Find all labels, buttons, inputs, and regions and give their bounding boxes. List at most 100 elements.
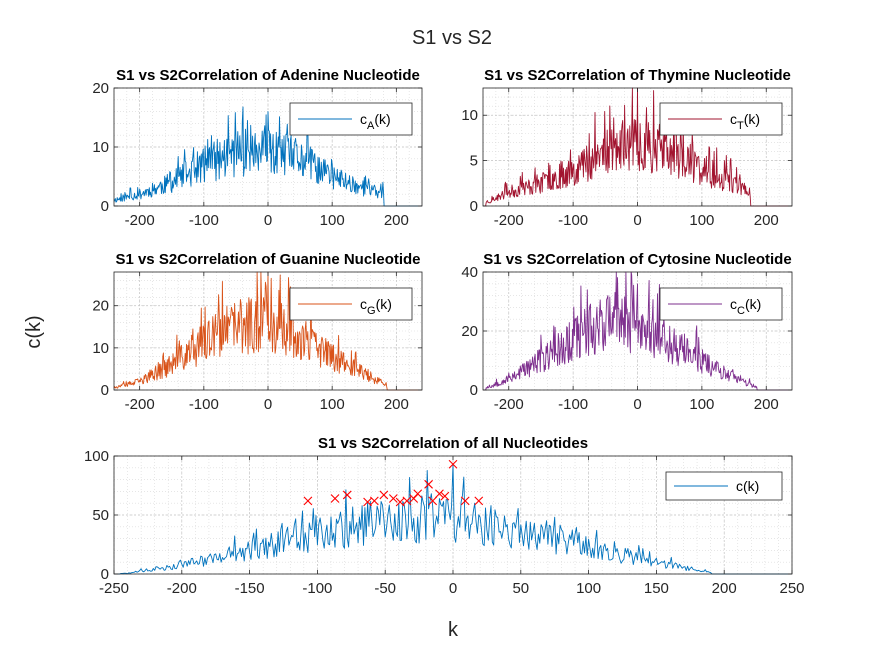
y-tick-label: 10 — [92, 139, 109, 156]
subplot-1: -200 -100 0 100 200 0 10 20 S1 vs S2Correlation … — [92, 67, 423, 229]
legend: cT(k) — [659, 102, 783, 136]
peak-marker — [369, 496, 379, 506]
legend-label: cG(k) — [360, 296, 392, 317]
x-tick-label: -150 — [235, 580, 265, 597]
legend: cA(k) — [289, 102, 413, 136]
subplot-2: -200 -100 0 100 200 0 5 10 S1 vs S2Correlation o… — [461, 67, 793, 229]
x-tick-label: -200 — [125, 396, 155, 413]
legend-label-sub: A — [367, 120, 375, 132]
legend-label-main: c — [360, 111, 367, 127]
figure-xlabel: k — [448, 619, 459, 641]
peak-marker — [379, 490, 389, 500]
y-tick-label: 20 — [92, 298, 109, 315]
legend-label-main: c — [360, 296, 367, 312]
subplot-title: S1 vs S2Correlation of Cytosine Nucleoti… — [483, 251, 791, 268]
legend-label-sub: T — [737, 120, 744, 132]
subplot-title: S1 vs S2Correlation of Guanine Nucleotid… — [115, 251, 420, 268]
x-tick-label: 0 — [449, 580, 457, 597]
y-tick-label: 100 — [84, 448, 109, 465]
x-tick-label: -100 — [189, 212, 219, 229]
x-tick-label: 50 — [512, 580, 529, 597]
subplot-3: -200 -100 0 100 200 0 10 20 S1 vs S2Correlation … — [92, 251, 423, 413]
peak-marker — [388, 494, 398, 503]
figure-title: S1 vs S2 — [412, 27, 492, 49]
legend-label: cT(k) — [730, 111, 760, 132]
legend: cG(k) — [289, 287, 413, 321]
x-tick-label: 100 — [689, 212, 714, 229]
x-tick-label: -200 — [494, 212, 524, 229]
x-tick-label: -100 — [558, 212, 588, 229]
subplot-title: S1 vs S2Correlation of Thymine Nucleotid… — [484, 67, 791, 84]
x-tick-label: 200 — [384, 212, 409, 229]
x-tick-label: 150 — [644, 580, 669, 597]
legend-label-tail: (k) — [744, 111, 760, 127]
x-tick-label: -250 — [99, 580, 129, 597]
y-tick-label: 0 — [101, 566, 109, 583]
peak-marker — [428, 496, 438, 506]
subplot-title: S1 vs S2Correlation of all Nucleotides — [318, 435, 588, 452]
legend-label-tail: (k) — [374, 111, 390, 127]
legend-label: c(k) — [736, 478, 759, 494]
subplot-5: -250 -200 -150 -100 -50 0 50 100 150 200 250 0 50 100… — [84, 435, 805, 597]
legend-label-main: c — [730, 296, 737, 312]
figure-ylabel: c(k) — [23, 315, 45, 348]
y-tick-label: 40 — [461, 264, 478, 281]
peak-marker — [435, 489, 444, 499]
y-tick-label: 50 — [92, 507, 109, 524]
x-tick-label: -200 — [494, 396, 524, 413]
peak-marker — [413, 489, 423, 499]
peak-marker — [342, 490, 352, 500]
y-tick-label: 10 — [461, 107, 478, 124]
y-tick-label: 0 — [101, 382, 109, 399]
peak-marker — [474, 496, 484, 506]
y-tick-label: 0 — [101, 198, 109, 215]
legend-label-sub: G — [367, 305, 376, 317]
legend-label-main: c(k) — [736, 478, 759, 494]
x-tick-label: 100 — [689, 396, 714, 413]
legend-label: cC(k) — [730, 296, 761, 317]
peak-marker — [303, 496, 313, 506]
series-line — [113, 106, 422, 207]
legend: c(k) — [665, 471, 783, 501]
x-tick-label: 0 — [264, 212, 272, 229]
y-tick-label: 10 — [92, 340, 109, 357]
y-tick-label: 0 — [470, 198, 478, 215]
legend-label-sub: C — [737, 305, 745, 317]
x-tick-label: -200 — [125, 212, 155, 229]
peak-marker — [448, 459, 458, 469]
x-tick-label: 200 — [754, 212, 779, 229]
x-tick-label: 100 — [320, 212, 345, 229]
x-tick-label: -200 — [167, 580, 197, 597]
x-tick-label: 100 — [320, 396, 345, 413]
series-line — [483, 271, 792, 391]
subplot-4: -200 -100 0 100 200 0 20 40 S1 vs S2Correlation … — [461, 251, 793, 413]
peak-marker — [424, 479, 433, 489]
x-tick-label: -50 — [374, 580, 396, 597]
subplot-title: S1 vs S2Correlation of Adenine Nucleotid… — [116, 67, 420, 84]
x-tick-label: -100 — [558, 396, 588, 413]
legend: cC(k) — [659, 287, 783, 321]
y-tick-label: 20 — [92, 80, 109, 97]
y-tick-label: 20 — [461, 323, 478, 340]
x-tick-label: -100 — [189, 396, 219, 413]
x-tick-label: -100 — [302, 580, 332, 597]
x-tick-label: 0 — [264, 396, 272, 413]
x-tick-label: 200 — [384, 396, 409, 413]
x-tick-label: 0 — [633, 212, 641, 229]
legend-label-tail: (k) — [376, 296, 392, 312]
legend-label-tail: (k) — [745, 296, 761, 312]
x-tick-label: 250 — [779, 580, 804, 597]
peak-marker — [330, 494, 340, 503]
peak-markers — [303, 459, 484, 507]
y-tick-label: 0 — [470, 382, 478, 399]
peak-marker — [460, 496, 470, 506]
y-tick-label: 5 — [470, 153, 478, 170]
legend-label: cA(k) — [360, 111, 391, 132]
x-tick-label: 200 — [712, 580, 737, 597]
legend-label-main: c — [730, 111, 737, 127]
peak-marker — [402, 496, 412, 506]
x-tick-label: 100 — [576, 580, 601, 597]
x-tick-label: 0 — [633, 396, 641, 413]
x-tick-label: 200 — [754, 396, 779, 413]
